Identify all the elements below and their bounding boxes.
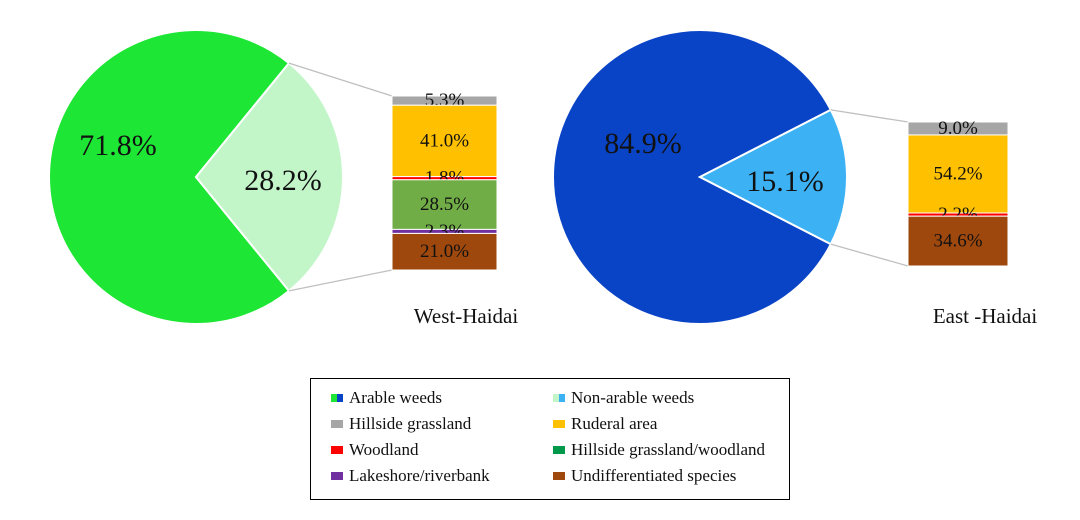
legend-label: Undifferentiated species [571, 466, 737, 485]
legend-label: Woodland [349, 440, 419, 459]
legend-label: Hillside grassland/woodland [571, 440, 766, 459]
legend-item-5: Hillside grassland/woodland [553, 437, 793, 463]
legend-item-0: Arable weeds [331, 385, 553, 411]
pie-caption: West-Haidai [414, 304, 519, 328]
pie-label-minor: 15.1% [746, 165, 824, 198]
connector-line-top [288, 62, 393, 97]
legend-swatch-color [559, 394, 565, 402]
legend-item-3: Ruderal area [553, 411, 793, 437]
legend-swatch-color [553, 446, 565, 454]
legend-swatch-color [553, 472, 565, 480]
connector-line-bottom [288, 269, 393, 292]
bar-segment [391, 179, 498, 230]
legend-swatch [331, 472, 343, 480]
legend-item-6: Lakeshore/riverbank [331, 463, 553, 489]
bar-segment-label: 41.0% [420, 130, 469, 151]
legend-swatch [553, 472, 565, 480]
bar-segment-label: 21.0% [420, 241, 469, 262]
pie-slice-minor [194, 61, 344, 293]
bar-segment-label: 28.5% [420, 194, 469, 215]
legend-swatch-color [331, 420, 343, 428]
bar-segment [391, 232, 498, 271]
pie-slice-minor [697, 108, 848, 246]
legend: Arable weeds Non-arable weeds Hillside g… [310, 378, 790, 500]
legend-item-4: Woodland [331, 437, 553, 463]
pie-label-minor: 28.2% [244, 164, 322, 197]
bar-segment [907, 215, 1009, 267]
pie-label-major: 84.9% [604, 127, 682, 160]
connector-line-bottom [830, 243, 909, 267]
legend-item-2: Hillside grassland [331, 411, 553, 437]
pie-slice-major [552, 29, 833, 325]
legend-swatch-color [331, 446, 343, 454]
legend-swatch [331, 394, 343, 402]
legend-label: Hillside grassland [349, 414, 472, 433]
pie-label-major: 71.8% [79, 129, 157, 162]
legend-swatch [553, 420, 565, 428]
legend-label: Non-arable weeds [571, 388, 695, 407]
bar-segment-label: 34.6% [933, 230, 982, 251]
legend-label: Arable weeds [349, 388, 442, 407]
legend-swatch-color [331, 472, 343, 480]
bar-segment-label: 9.0% [938, 118, 978, 139]
bar-segment-label: 54.2% [933, 163, 982, 184]
legend-swatch [331, 420, 343, 428]
connector-line-top [830, 109, 909, 123]
legend-swatch [331, 446, 343, 454]
legend-item-7: Undifferentiated species [553, 463, 793, 489]
legend-swatch-color [331, 394, 337, 402]
legend-swatch [553, 446, 565, 454]
pie-caption: East -Haidai [933, 304, 1038, 328]
legend-label: Lakeshore/riverbank [349, 466, 490, 485]
legend-label: Ruderal area [571, 414, 658, 433]
legend-swatch [553, 394, 565, 402]
pie-slice-major [48, 29, 291, 325]
legend-swatch-color [337, 394, 343, 402]
legend-item-1: Non-arable weeds [553, 385, 793, 411]
bar-segment [907, 134, 1009, 214]
legend-swatch-color [553, 420, 565, 428]
legend-swatch-color [553, 394, 559, 402]
